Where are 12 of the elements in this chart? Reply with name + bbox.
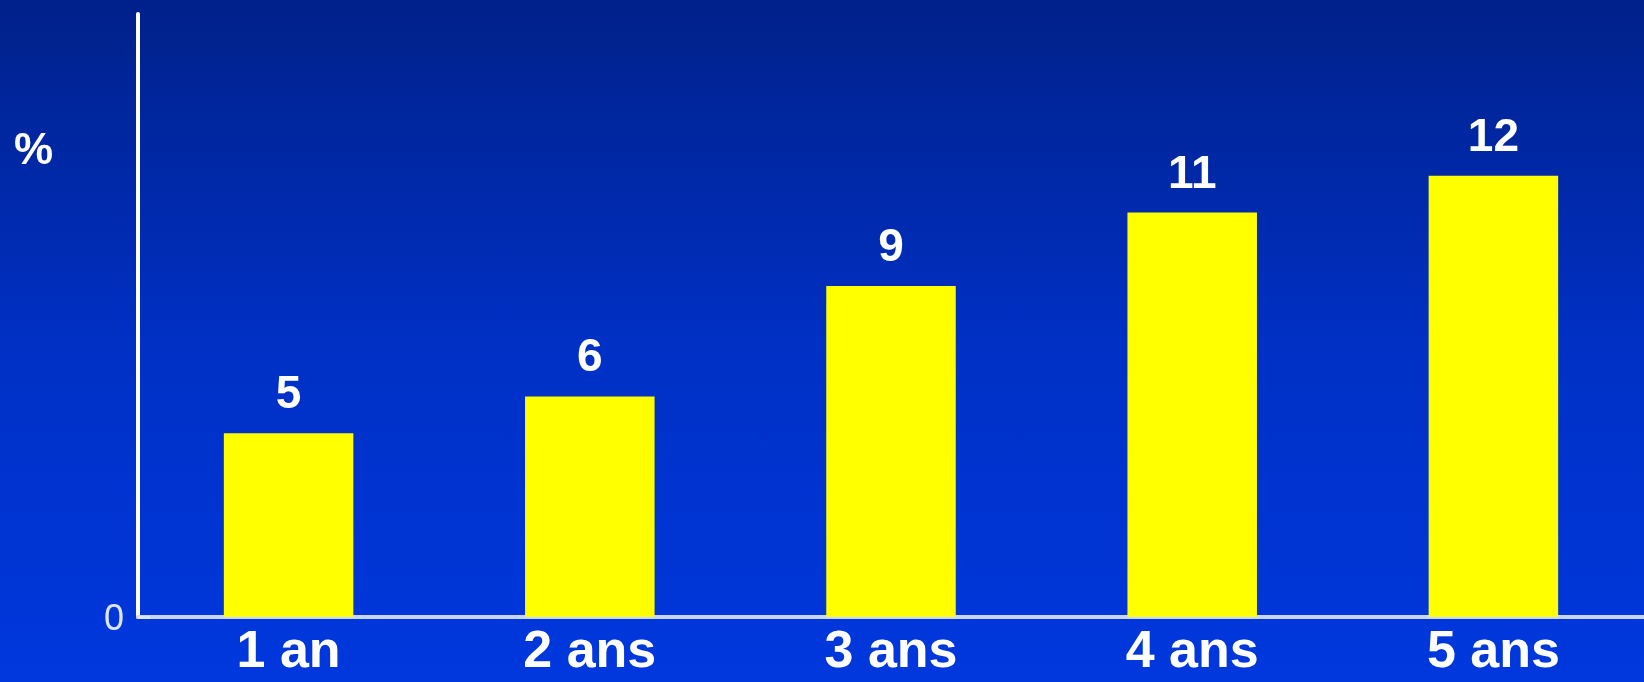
data-label: 5 — [275, 366, 302, 419]
x-tick-label: 1 an — [236, 620, 341, 678]
data-label: 12 — [1467, 108, 1519, 161]
data-label: 11 — [1167, 145, 1217, 198]
data-label: 9 — [878, 219, 904, 272]
x-tick-label: 4 ans — [1125, 620, 1259, 678]
text: 0 — [103, 596, 124, 638]
x-tick-label: 2 ans — [523, 620, 657, 678]
y-axis-title: % — [14, 123, 54, 173]
x-tick-label: 5 ans — [1426, 620, 1560, 678]
x-tick-label: 3 ans — [824, 620, 958, 678]
data-label: 6 — [577, 329, 603, 382]
